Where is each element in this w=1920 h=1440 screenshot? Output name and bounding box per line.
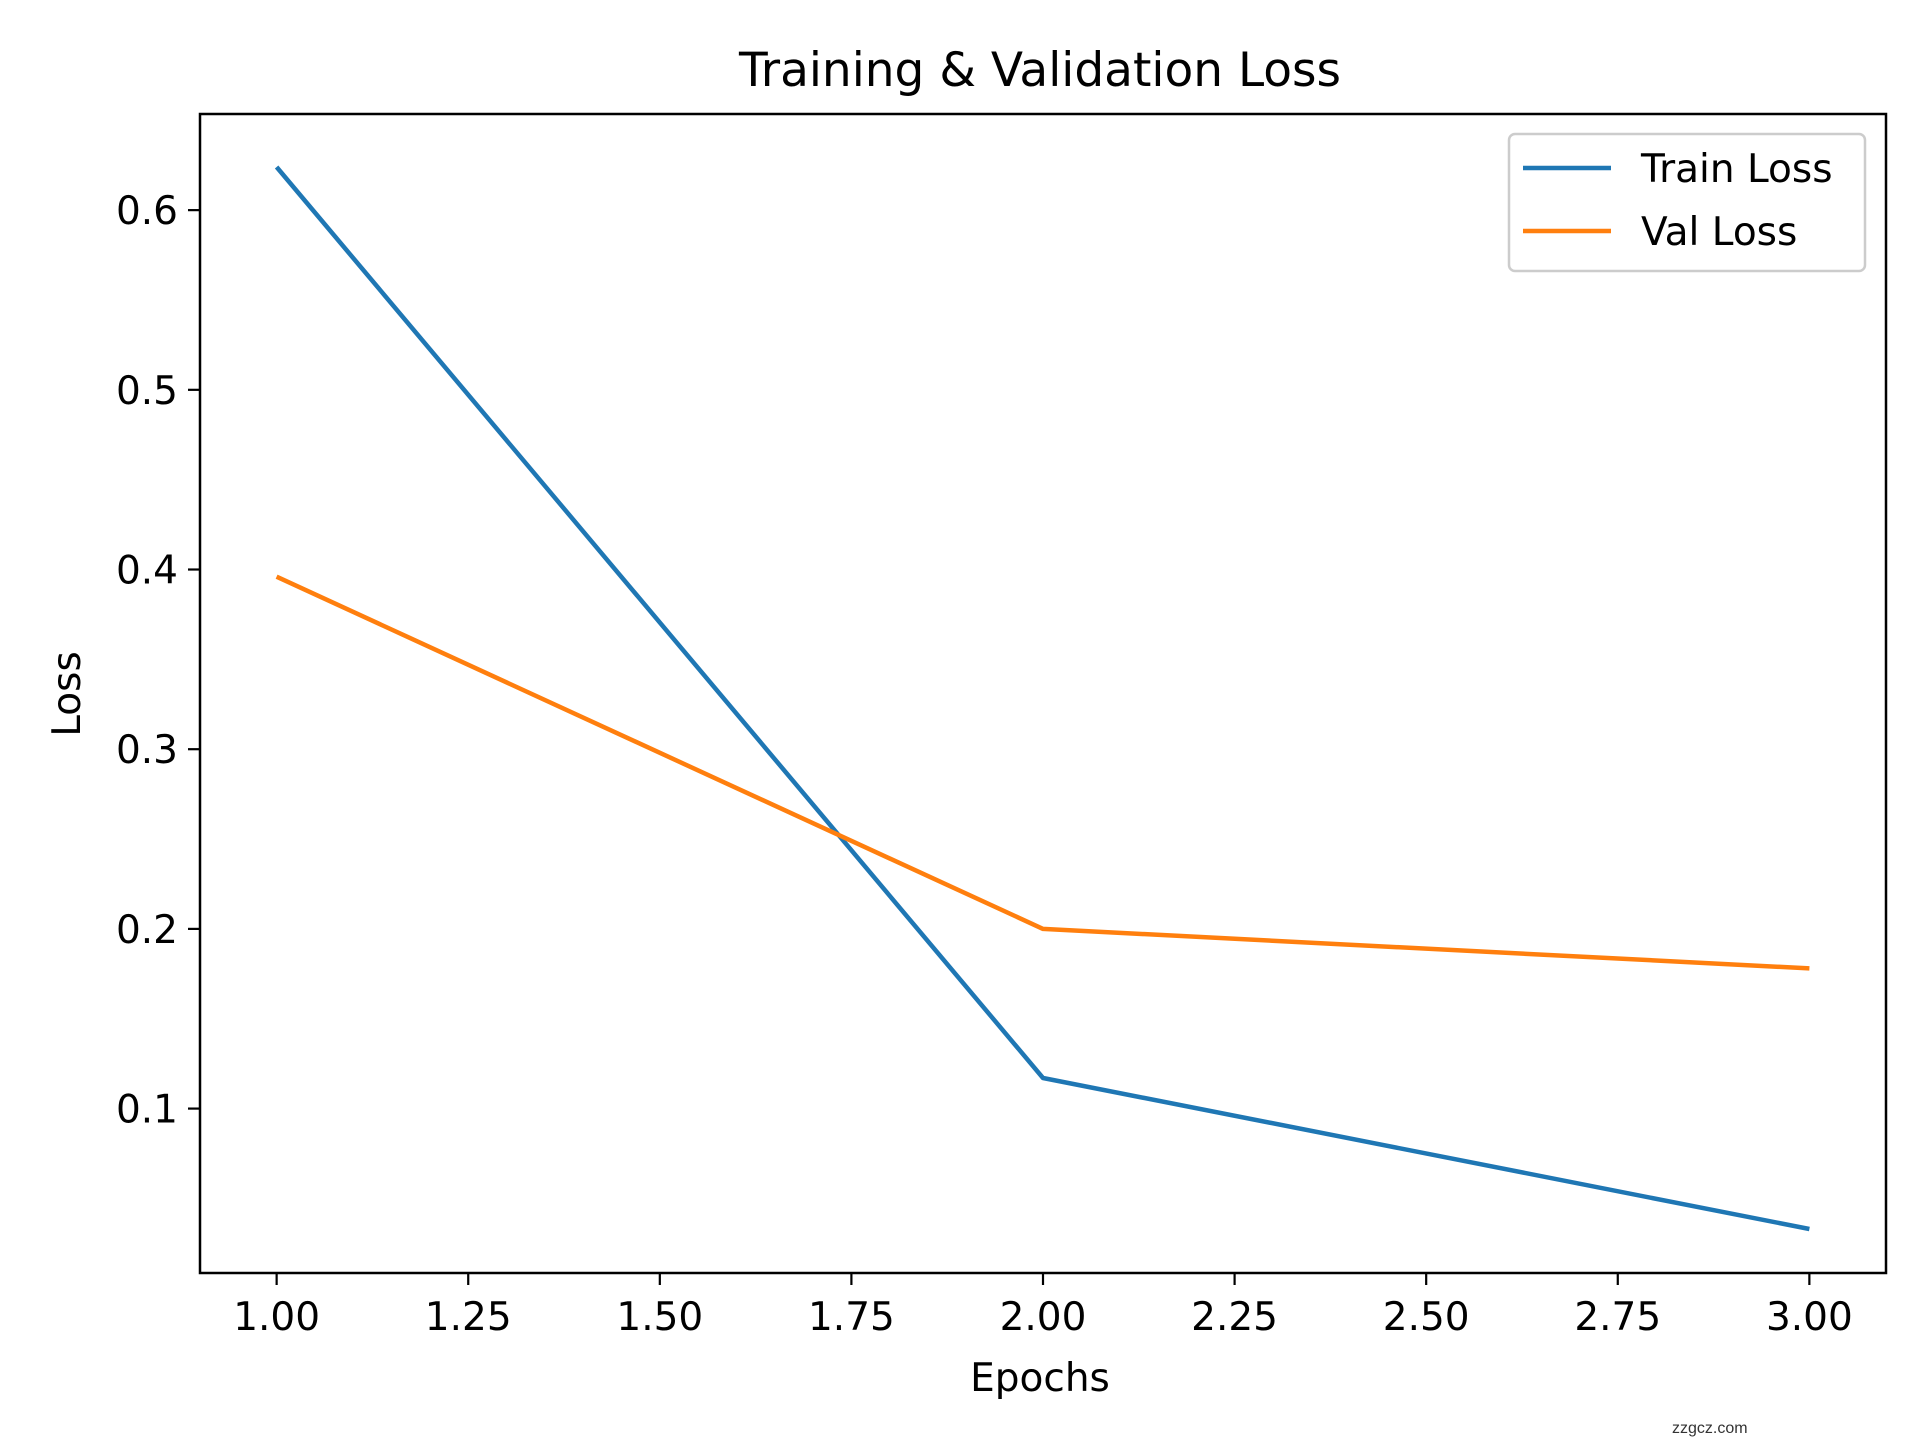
x-tick-label: 1.25 [425, 1295, 512, 1340]
legend-label-val-loss: Val Loss [1641, 210, 1797, 255]
y-tick-label: 0.5 [116, 369, 178, 414]
x-tick-label: 1.75 [808, 1295, 895, 1340]
x-axis: 1.00 1.25 1.50 1.75 2.00 2.25 2.50 2.75 3.00 [233, 1273, 1853, 1340]
x-tick-label: 1.50 [616, 1295, 703, 1340]
plot-frame [198, 112, 1888, 1275]
y-tick-label: 0.3 [116, 728, 178, 773]
watermark-text: zzgcz.com [1672, 1420, 1748, 1437]
x-tick-label: 2.25 [1191, 1295, 1278, 1340]
y-tick-label: 0.2 [116, 908, 178, 953]
y-axis-title: Loss [45, 651, 90, 737]
x-axis-title: Epochs [970, 1356, 1110, 1401]
chart-title: Training & Validation Loss [738, 43, 1341, 98]
y-tick-label: 0.4 [116, 549, 178, 594]
legend: Train Loss Val Loss [1507, 132, 1867, 273]
x-tick-label: 1.00 [233, 1295, 320, 1340]
series-line-val-loss [275, 574, 1810, 971]
x-tick-label: 2.50 [1383, 1295, 1470, 1340]
plot-lines [274, 165, 1810, 1232]
x-tick-label: 3.00 [1766, 1295, 1853, 1340]
y-tick-label: 0.1 [116, 1088, 178, 1133]
x-tick-label: 2.75 [1574, 1295, 1661, 1340]
series-line-train-loss [274, 165, 1810, 1232]
x-tick-label: 2.00 [1000, 1295, 1087, 1340]
y-tick-label: 0.6 [116, 189, 178, 234]
legend-label-train-loss: Train Loss [1640, 147, 1833, 192]
y-axis: 0.1 0.2 0.3 0.4 0.5 0.6 [116, 189, 200, 1133]
